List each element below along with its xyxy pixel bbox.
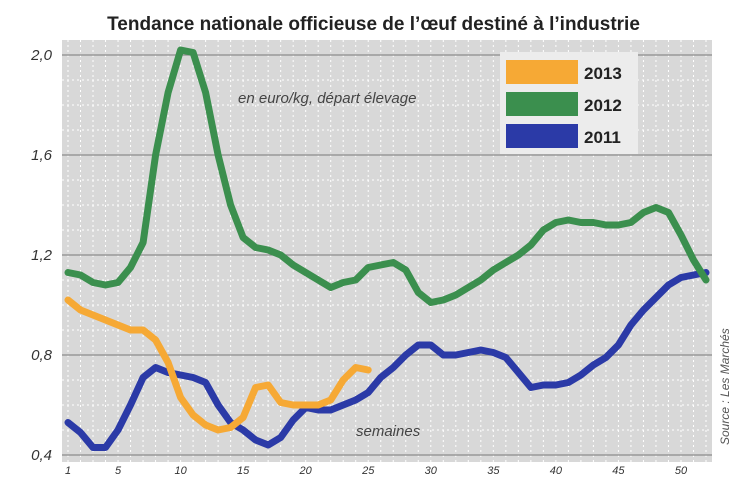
legend-swatch-2012	[506, 92, 578, 116]
y-tick-label: 1,6	[31, 147, 53, 164]
x-tick-label: 30	[425, 465, 438, 477]
x-tick-label: 20	[299, 465, 313, 477]
x-tick-label: 40	[550, 465, 563, 477]
y-axis-ticks: 2,0 1,6 1,2 0,8 0,4	[30, 47, 53, 464]
y-tick-label: 2,0	[30, 47, 53, 64]
legend-label-2011: 2011	[584, 128, 621, 147]
x-tick-label: 50	[675, 465, 688, 477]
x-tick-label: 1	[65, 465, 71, 477]
chart-title: Tendance nationale officieuse de l’œuf d…	[107, 14, 640, 35]
x-axis-ticks: 1 5 10 15 20 25 30 35 40 45 50	[65, 465, 688, 477]
y-tick-label: 1,2	[31, 247, 53, 264]
x-axis-label: semaines	[356, 423, 421, 440]
x-tick-label: 5	[115, 465, 122, 477]
legend-swatch-2011	[506, 124, 578, 148]
x-tick-label: 15	[237, 465, 250, 477]
x-tick-label: 45	[612, 465, 625, 477]
unit-annotation: en euro/kg, départ élevage	[238, 90, 416, 107]
x-tick-label: 10	[174, 465, 187, 477]
source-note: Source : Les Marchés	[718, 328, 732, 445]
y-tick-label: 0,4	[31, 447, 52, 464]
series-line-2012	[64, 46, 710, 306]
legend-label-2012: 2012	[584, 96, 622, 115]
y-tick-label: 0,8	[31, 347, 53, 364]
series-lines	[64, 46, 710, 451]
series-line-2013	[64, 296, 372, 434]
legend-label-2013: 2013	[584, 64, 622, 83]
legend: 2013 2012 2011	[500, 52, 638, 154]
legend-swatch-2013	[506, 60, 578, 84]
x-tick-label: 25	[361, 465, 375, 477]
x-tick-label: 35	[487, 465, 500, 477]
